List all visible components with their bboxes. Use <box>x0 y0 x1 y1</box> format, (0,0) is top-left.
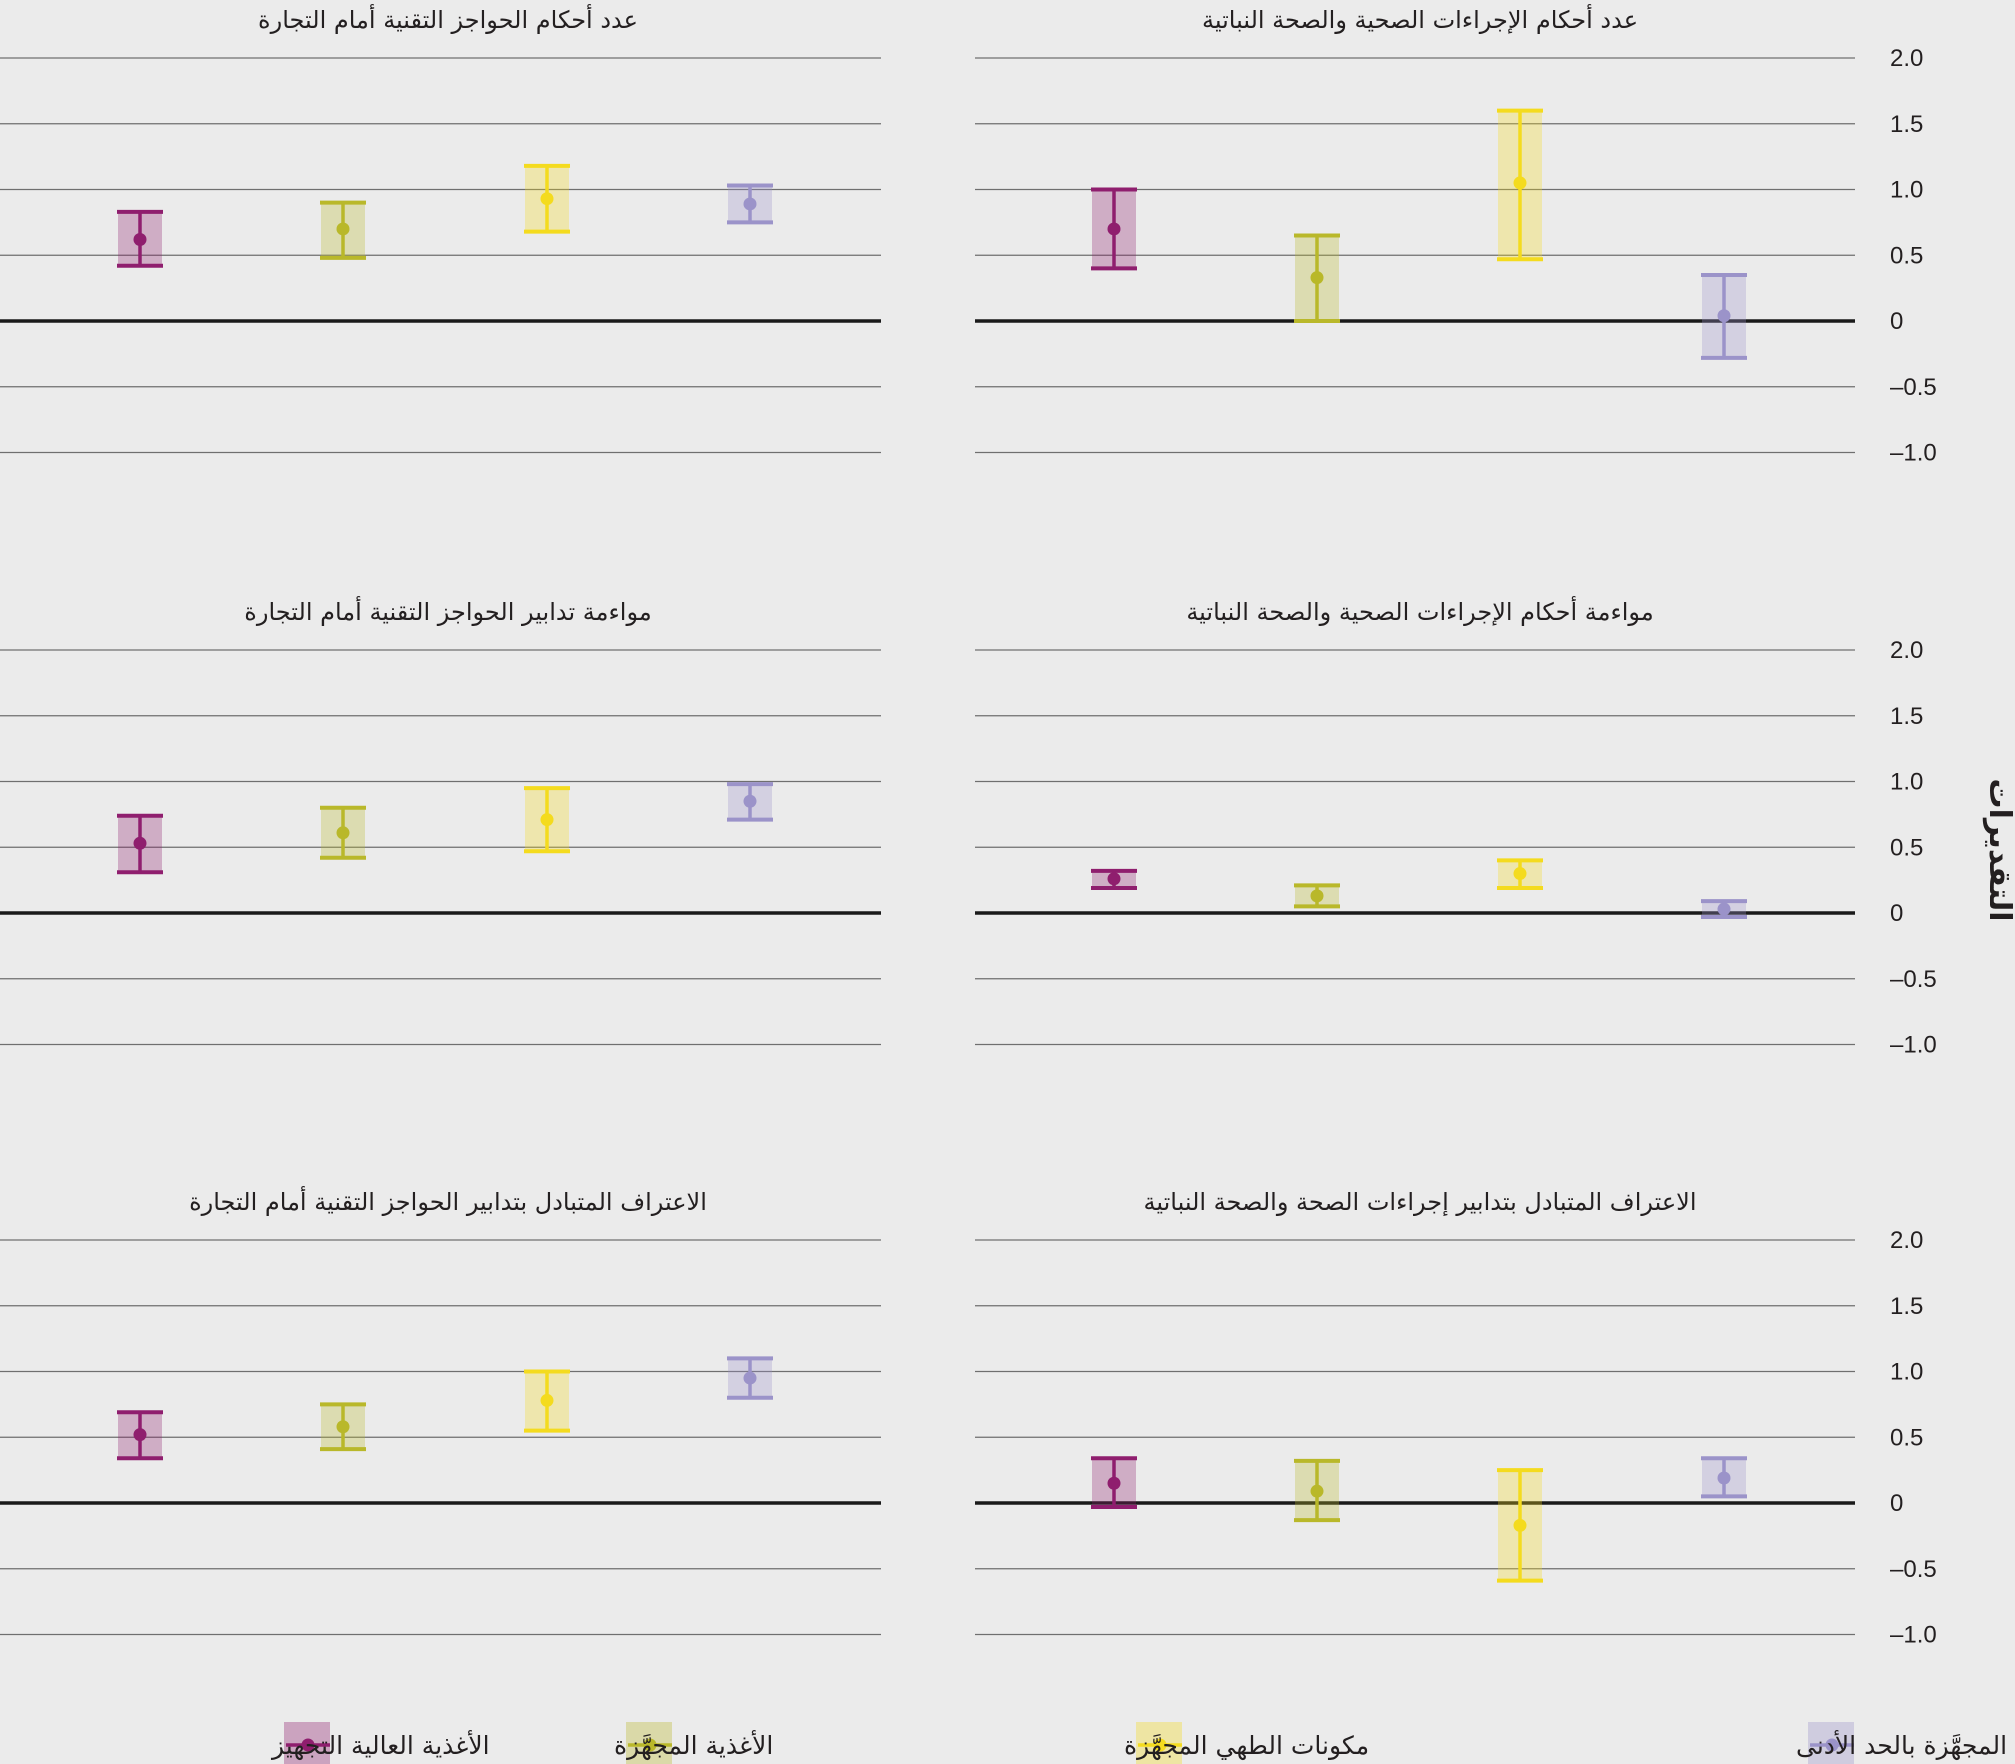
panel-title: مواءمة أحكام الإجراءات الصحية والصحة الن… <box>1186 596 1653 626</box>
estimate-point <box>743 197 757 211</box>
estimate-point <box>133 1428 147 1442</box>
y-tick-label: 1.0 <box>1890 1359 1923 1386</box>
estimate-point <box>1107 222 1121 236</box>
panel-title: عدد أحكام الحواجز التقنية أمام التجارة <box>258 4 638 34</box>
y-tick-label: 1.5 <box>1890 1293 1923 1320</box>
estimate-point <box>540 813 554 827</box>
estimate-point <box>743 1371 757 1385</box>
y-tick-label: 1.5 <box>1890 703 1923 730</box>
legend-marker <box>643 1738 657 1752</box>
y-tick-label: –1.0 <box>1890 1032 1937 1059</box>
y-tick-label: –0.5 <box>1890 966 1937 993</box>
estimate-point <box>540 1393 554 1407</box>
y-tick-label: 0.5 <box>1890 242 1923 269</box>
y-tick-label: 0.5 <box>1890 1424 1923 1451</box>
y-tick-label: 1.0 <box>1890 177 1923 204</box>
y-tick-label: –1.0 <box>1890 440 1937 467</box>
estimate-point <box>1513 1518 1527 1532</box>
y-tick-label: –0.5 <box>1890 374 1937 401</box>
y-tick-label: 1.0 <box>1890 769 1923 796</box>
legend-label: الأغذية المجهَّزة <box>614 1729 773 1761</box>
y-tick-label: 1.5 <box>1890 111 1923 138</box>
estimate-point <box>1717 902 1731 916</box>
legend-marker <box>1153 1738 1167 1752</box>
legend-label: مكونات الطهي المجهَّزة <box>1124 1731 1369 1761</box>
panel-title: مواءمة تدابير الحواجز التقنية أمام التجا… <box>244 596 651 626</box>
legend-marker <box>1825 1738 1839 1752</box>
y-tick-label: 2.0 <box>1890 637 1923 664</box>
panel-title: الاعتراف المتبادل بتدابير إجراءات الصحة … <box>1143 1188 1696 1217</box>
y-tick-label: 0.5 <box>1890 834 1923 861</box>
y-tick-label: –0.5 <box>1890 1556 1937 1583</box>
y-tick-label: 0 <box>1890 1490 1903 1517</box>
legend-label: الأغذية العالية التجهيز <box>270 1729 490 1761</box>
estimate-point <box>1107 1476 1121 1490</box>
estimate-point <box>336 222 350 236</box>
panel-title: عدد أحكام الإجراءات الصحية والصحة النبات… <box>1202 4 1638 34</box>
legend-label: الأغذية غير المجهَّزة والأغذية المجهَّزة… <box>1796 1729 2015 1761</box>
estimate-point <box>1107 872 1121 886</box>
panel-title: الاعتراف المتبادل بتدابير الحواجز التقني… <box>189 1186 707 1216</box>
y-tick-label: 2.0 <box>1890 1227 1923 1254</box>
estimate-point <box>1513 867 1527 881</box>
estimate-point <box>133 232 147 246</box>
estimate-point <box>1310 271 1324 285</box>
estimate-point <box>336 1420 350 1434</box>
estimate-point <box>133 836 147 850</box>
estimate-point <box>1513 176 1527 190</box>
y-tick-label: 0 <box>1890 308 1903 335</box>
y-tick-label: 0 <box>1890 900 1903 927</box>
estimate-point <box>1310 1484 1324 1498</box>
legend-marker <box>301 1738 315 1752</box>
y-tick-label: 2.0 <box>1890 45 1923 72</box>
estimate-point <box>1717 309 1731 323</box>
y-tick-label: –1.0 <box>1890 1622 1937 1649</box>
estimate-point <box>540 192 554 206</box>
estimate-point <box>336 826 350 840</box>
y-axis-label: التقديرات <box>1982 778 2015 921</box>
estimate-point <box>1717 1471 1731 1485</box>
estimate-point <box>743 794 757 808</box>
estimate-point <box>1310 889 1324 903</box>
